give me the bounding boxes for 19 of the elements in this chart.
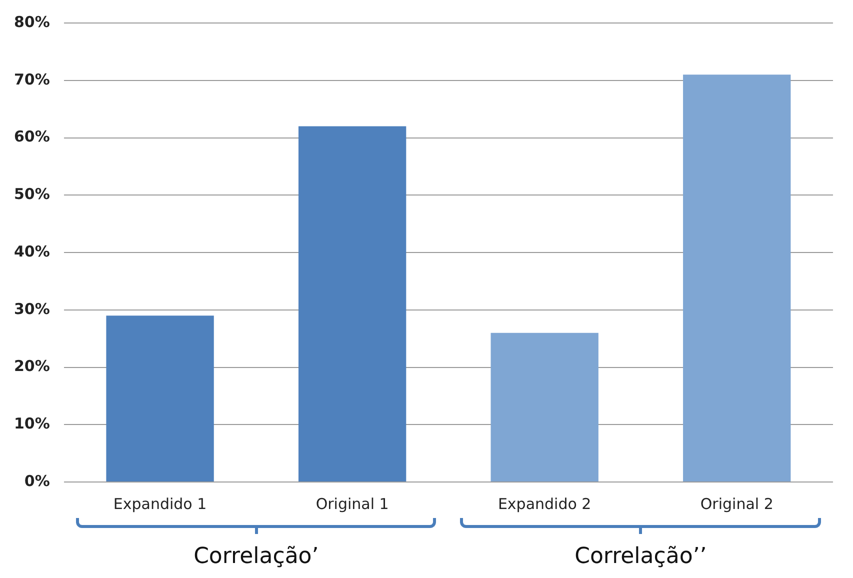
bar <box>683 74 791 482</box>
x-tick-label: Original 2 <box>700 494 774 513</box>
y-tick-label: 20% <box>14 357 50 376</box>
y-tick-label: 80% <box>14 12 50 31</box>
bar <box>106 316 214 482</box>
y-tick-label: 0% <box>24 472 50 490</box>
y-tick-label: 40% <box>14 242 50 260</box>
x-tick-label: Original 1 <box>316 494 389 513</box>
y-tick-label: 60% <box>14 128 50 146</box>
y-tick-label: 10% <box>14 414 50 433</box>
text: Correlação’’ <box>574 544 708 569</box>
y-tick-label: 30% <box>14 300 50 318</box>
x-tick-label: Expandido 1 <box>113 494 207 513</box>
text: Correlação’ <box>192 544 320 569</box>
x-tick-label: Expandido 2 <box>498 494 592 513</box>
bar <box>490 332 598 482</box>
bar <box>298 126 406 482</box>
y-tick-label: 50% <box>14 185 50 204</box>
y-tick-label: 70% <box>14 70 50 88</box>
